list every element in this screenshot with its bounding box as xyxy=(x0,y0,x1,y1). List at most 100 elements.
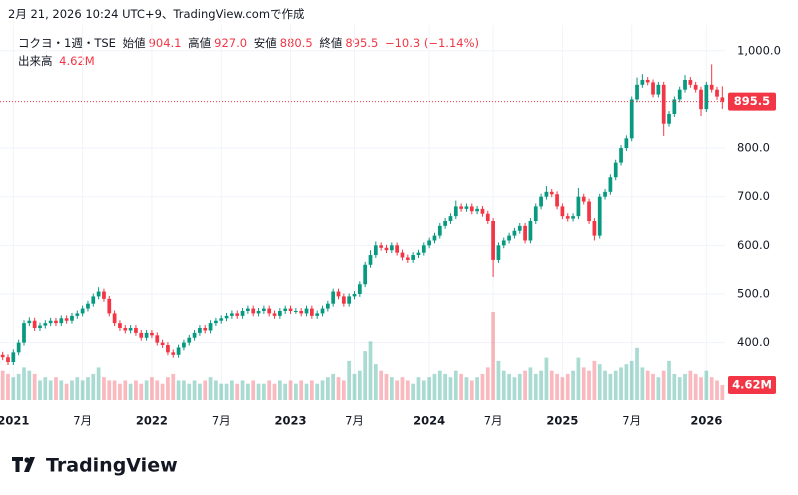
volume-bar xyxy=(38,380,42,400)
volume-bar xyxy=(496,360,501,400)
volume-bar xyxy=(144,380,149,400)
volume-bar xyxy=(437,370,442,400)
y-tick-label: 500.0 xyxy=(737,286,770,300)
candle-body xyxy=(22,323,26,343)
candle-body xyxy=(715,89,719,97)
candle-body xyxy=(688,79,693,85)
candle-body xyxy=(187,337,192,343)
candle-body xyxy=(581,196,586,202)
x-tick-label: 7月 xyxy=(622,414,641,428)
volume-bar xyxy=(421,380,426,400)
volume-bar xyxy=(459,373,463,400)
volume-bar xyxy=(395,380,400,400)
candle-body xyxy=(613,162,618,178)
volume-bar xyxy=(32,373,37,400)
volume-bar xyxy=(203,380,208,400)
candle-body xyxy=(251,308,256,314)
candle-body xyxy=(437,225,442,236)
candle-body xyxy=(91,296,96,304)
volume-bar xyxy=(16,373,21,400)
volume-bar xyxy=(560,377,565,400)
volume-bar xyxy=(357,370,362,400)
volume-bar xyxy=(427,377,432,400)
candle-body xyxy=(288,308,293,311)
candle-body xyxy=(11,352,16,363)
candle-body xyxy=(677,89,682,100)
volume-bar xyxy=(544,357,549,400)
volume-bar xyxy=(288,380,293,400)
candle-body xyxy=(432,235,437,241)
candle-body xyxy=(341,296,346,304)
candle-body xyxy=(405,257,410,260)
candle-body xyxy=(571,216,575,219)
volume-bar xyxy=(219,383,224,400)
candle-body xyxy=(528,221,533,241)
volume-bar xyxy=(384,373,389,400)
volume-bar xyxy=(112,380,117,400)
candle-body xyxy=(416,252,421,256)
candle-body xyxy=(539,196,543,207)
volume-bar xyxy=(315,383,320,400)
volume-bar xyxy=(0,370,5,400)
candle-body xyxy=(240,310,245,316)
candle-body xyxy=(453,206,458,217)
volume-bar xyxy=(480,373,485,400)
candle-body xyxy=(608,177,613,192)
volume-bar xyxy=(267,380,272,400)
volume-bar xyxy=(48,380,53,400)
candle-body xyxy=(491,221,495,260)
volume-bar xyxy=(549,370,554,400)
candle-body xyxy=(299,310,304,314)
volume-bar xyxy=(464,377,469,400)
volume-badge xyxy=(728,375,776,394)
volume-bar xyxy=(224,383,229,400)
volume-bar xyxy=(667,360,671,400)
volume-bar xyxy=(469,380,474,400)
candle-body xyxy=(683,79,687,90)
volume-bar xyxy=(235,383,240,400)
volume-bar xyxy=(325,377,330,400)
volume-bar xyxy=(640,367,645,400)
candle-body xyxy=(427,240,432,246)
volume-bar xyxy=(6,373,10,400)
volume-bar xyxy=(512,377,517,400)
candle-body xyxy=(38,325,42,329)
candle-body xyxy=(592,221,597,236)
value: 880.5 xyxy=(279,36,313,50)
volume-bar xyxy=(22,367,26,400)
candle-body xyxy=(704,84,709,110)
candle-body xyxy=(6,357,10,363)
volume-bar xyxy=(208,377,213,400)
candle-body xyxy=(597,196,602,236)
candle-body xyxy=(389,245,394,251)
candle-body xyxy=(182,342,186,348)
candle-body xyxy=(459,206,463,209)
volume-bar xyxy=(272,383,277,400)
candle-body xyxy=(70,315,74,321)
candle-body xyxy=(496,245,501,260)
volume-bar xyxy=(533,373,538,400)
candle-body xyxy=(246,308,250,311)
volume-bar xyxy=(411,383,416,400)
candle-body xyxy=(512,230,517,236)
candle-body xyxy=(400,252,405,258)
volume-bar xyxy=(389,377,394,400)
candle-body xyxy=(160,342,165,346)
price-badge-label: 895.5 xyxy=(734,94,770,108)
volume-bar xyxy=(592,360,597,400)
volume-bar xyxy=(565,373,570,400)
label: 出来高 xyxy=(18,54,53,68)
candle-body xyxy=(230,313,234,316)
candle-body xyxy=(523,225,527,241)
volume-bar xyxy=(619,367,623,400)
candle-body xyxy=(203,328,208,331)
candle-body xyxy=(118,323,122,329)
candle-body xyxy=(320,308,325,314)
volume-bar xyxy=(645,370,650,400)
candle-body xyxy=(219,318,224,321)
x-tick-label: 2021 xyxy=(0,414,29,428)
candle-body xyxy=(139,332,144,338)
candle-body xyxy=(507,235,511,241)
volume-bar xyxy=(86,377,90,400)
